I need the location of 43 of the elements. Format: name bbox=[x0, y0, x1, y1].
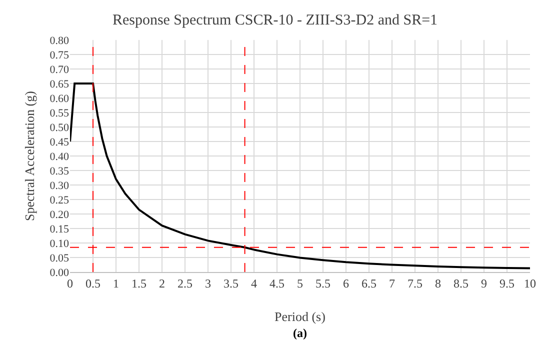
x-tick-label: 9 bbox=[481, 276, 487, 290]
x-tick-label: 9.5 bbox=[500, 276, 514, 290]
y-axis-title: Spectral Acceleration (g) bbox=[22, 91, 37, 221]
x-tick-label: 3 bbox=[205, 276, 211, 290]
x-tick-label: 1.5 bbox=[132, 276, 146, 290]
y-tick-label: 0.05 bbox=[50, 252, 70, 264]
x-tick-label: 2.5 bbox=[178, 276, 192, 290]
y-tick-label: 0.30 bbox=[50, 180, 70, 192]
y-tick-label: 0.20 bbox=[50, 208, 70, 221]
y-tick-label: 0.70 bbox=[50, 64, 70, 76]
x-tick-label: 6.5 bbox=[362, 276, 376, 290]
y-tick-label: 0.65 bbox=[50, 78, 70, 90]
x-tick-label: 8 bbox=[435, 276, 441, 290]
text: (a) bbox=[293, 326, 307, 340]
y-tick-label: 0.75 bbox=[50, 49, 70, 62]
x-tick-label: 5 bbox=[297, 276, 303, 290]
y-tick-label: 0.60 bbox=[50, 92, 70, 105]
y-tick-label: 0.25 bbox=[50, 194, 70, 206]
y-tick-label: 0.35 bbox=[50, 165, 70, 178]
x-tick-label: 7 bbox=[389, 276, 395, 290]
chart-title: Response Spectrum CSCR-10 - ZIII-S3-D2 and SR=1 bbox=[112, 12, 438, 29]
x-tick-label: 0 bbox=[67, 276, 73, 290]
x-tick-label: 6 bbox=[343, 276, 349, 290]
y-tick-label: 0.45 bbox=[50, 136, 70, 148]
y-tick-label: 0.15 bbox=[50, 223, 70, 236]
x-tick-label: 1 bbox=[113, 276, 119, 290]
y-tick-label: 0.80 bbox=[50, 34, 70, 47]
x-tick-label: 4.5 bbox=[270, 276, 284, 290]
x-tick-label: 7.5 bbox=[408, 276, 422, 290]
x-tick-label: 3.5 bbox=[224, 276, 238, 290]
x-tick-label: 8.5 bbox=[454, 276, 468, 290]
x-tick-label: 5.5 bbox=[316, 276, 330, 290]
y-tick-label: 0.40 bbox=[50, 150, 70, 163]
y-tick-label: 0.50 bbox=[50, 122, 70, 134]
x-tick-label: 10 bbox=[524, 276, 536, 290]
line-series bbox=[70, 82, 530, 270]
x-axis-title: Period (s) bbox=[274, 309, 326, 324]
y-tick-label: 0.10 bbox=[50, 238, 70, 250]
x-tick-label: 2 bbox=[159, 276, 165, 290]
y-tick-label: 0.55 bbox=[50, 107, 70, 120]
y-tick-label: 0.00 bbox=[50, 266, 70, 279]
x-tick-label: 4 bbox=[251, 276, 257, 290]
x-tick-label: 0.5 bbox=[86, 276, 100, 290]
